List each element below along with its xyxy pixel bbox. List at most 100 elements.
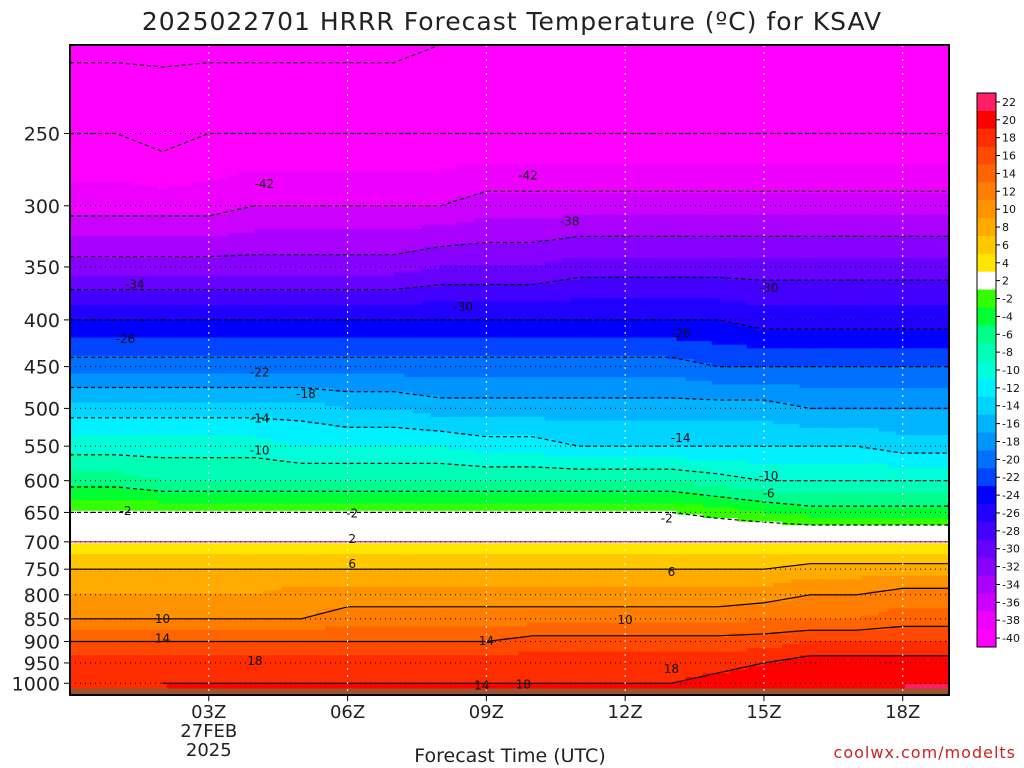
temperature-cell [122,45,133,50]
temperature-cell [105,171,115,176]
temperature-cell [201,189,212,194]
temperature-cell [175,84,185,89]
temperature-cell [70,110,80,115]
temperature-cell [307,99,317,104]
temperature-cell [430,164,440,169]
temperature-cell [834,207,845,212]
temperature-cell [650,48,660,53]
temperature-cell [193,99,203,104]
temperature-cell [210,214,221,219]
temperature-cell [667,91,678,97]
temperature-cell [342,48,352,53]
temperature-cell [553,175,563,180]
temperature-cell [96,84,106,89]
temperature-cell [931,211,941,216]
temperature-cell [869,110,880,115]
temperature-cell [298,91,308,97]
temperature-cell [588,175,598,180]
temperature-cell [70,175,80,180]
temperature-cell [623,203,634,209]
temperature-cell [272,113,282,118]
temperature-cell [254,138,264,144]
temperature-cell [694,153,704,158]
temperature-cell [553,153,563,158]
temperature-cell [105,207,115,212]
temperature-cell [825,207,836,212]
temperature-cell [78,175,89,180]
temperature-cell [623,211,634,216]
temperature-cell [157,164,168,169]
temperature-cell [456,171,467,176]
temperature-cell [562,149,572,154]
temperature-cell [131,182,141,187]
temperature-cell [421,70,431,75]
temperature-cell [465,200,475,205]
temperature-cell [500,117,511,122]
temperature-cell [412,193,423,198]
temperature-cell [166,73,177,79]
temperature-cell [237,142,247,147]
temperature-cell [157,59,168,64]
temperature-cell [157,113,168,118]
temperature-cell [808,73,818,79]
temperature-cell [324,45,335,50]
temperature-cell [667,153,678,158]
temperature-cell [412,175,423,180]
temperature-cell [105,167,115,172]
temperature-cell [869,218,880,223]
temperature-cell [210,175,221,180]
temperature-cell [562,70,572,75]
temperature-cell [781,106,792,111]
temperature-cell [474,117,484,122]
temperature-cell [641,171,651,176]
temperature-cell [210,99,221,104]
temperature-cell [676,185,686,191]
temperature-cell [386,73,396,79]
temperature-cell [878,52,889,57]
temperature-cell [869,106,880,111]
temperature-cell [404,95,414,100]
temperature-cell [738,142,748,147]
temperature-cell [755,77,766,82]
temperature-cell [922,102,933,107]
temperature-cell [307,160,317,165]
temperature-cell [404,48,414,53]
temperature-cell [676,63,686,68]
temperature-cell [817,117,827,122]
temperature-cell [588,142,598,147]
temperature-cell [527,196,537,201]
temperature-cell [500,142,511,147]
temperature-cell [579,128,590,133]
temperature-cell [254,106,264,111]
temperature-cell [140,182,150,187]
temperature-cell [368,66,379,71]
temperature-cell [456,84,467,89]
temperature-cell [518,131,528,136]
temperature-cell [184,175,194,180]
temperature-cell [351,99,361,104]
temperature-cell [175,189,185,194]
temperature-cell [623,99,634,104]
temperature-cell [535,102,546,107]
temperature-cell [843,178,853,183]
temperature-cell [105,189,115,194]
temperature-cell [500,73,511,79]
temperature-cell [149,203,159,209]
temperature-cell [500,55,511,61]
temperature-cell [157,124,168,129]
temperature-cell [720,138,730,144]
temperature-cell [711,221,722,227]
temperature-cell [535,149,546,154]
temperature-cell [263,200,273,205]
temperature-cell [887,73,897,79]
temperature-cell [887,196,897,201]
temperature-cell [456,48,467,53]
temperature-cell [87,106,97,111]
temperature-cell [773,164,783,169]
temperature-cell [368,149,379,154]
temperature-cell [887,153,897,158]
temperature-cell [219,95,229,100]
temperature-cell [720,135,730,140]
temperature-cell [922,160,933,165]
temperature-cell [790,52,801,57]
